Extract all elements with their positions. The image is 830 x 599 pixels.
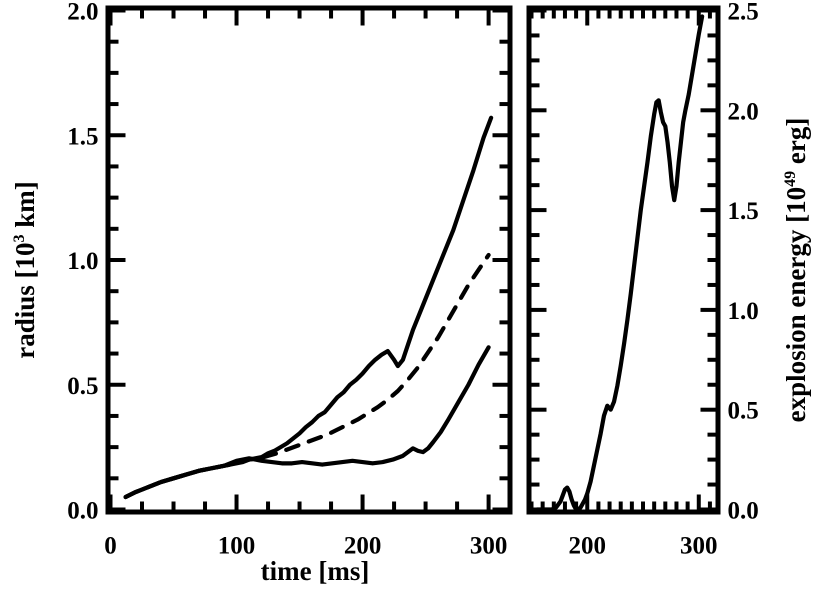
left-ytick-label: 0.0 xyxy=(67,498,98,525)
right-xtick-label: 200 xyxy=(569,533,607,560)
right-ytick-label: 0.0 xyxy=(728,498,759,525)
right-ytick-label: 2.5 xyxy=(728,0,759,26)
right-ytick-label: 2.0 xyxy=(728,98,759,125)
left-xtick-label: 300 xyxy=(470,533,508,560)
left-ytick-label: 1.0 xyxy=(67,248,98,275)
right-panel-tick-labels: 0.0 0.5 1.0 1.5 2.0 2.5 200 300 xyxy=(569,0,759,560)
left-panel-xaxis-title: time [ms] xyxy=(261,556,370,586)
right-panel: 0.0 0.5 1.0 1.5 2.0 2.5 200 300 explosion energ… xyxy=(526,0,811,560)
right-panel-yaxis-title: explosion energy [1049 erg] xyxy=(781,118,811,423)
curve-minimum-shock-radius xyxy=(123,345,491,500)
left-panel-curves xyxy=(123,115,494,500)
left-xtick-label: 200 xyxy=(344,533,382,560)
left-xtick-label: 0 xyxy=(104,533,117,560)
left-ytick-label: 2.0 xyxy=(67,0,98,26)
left-panel-frame xyxy=(105,5,513,515)
left-panel-yaxis-title: radius [103 km] xyxy=(10,181,40,359)
right-xtick-label: 300 xyxy=(680,533,718,560)
right-panel-frame xyxy=(526,5,721,515)
left-ytick-label: 0.5 xyxy=(67,373,98,400)
right-ytick-label: 0.5 xyxy=(728,398,759,425)
left-ytick-label: 1.5 xyxy=(67,123,98,150)
left-panel-ticks xyxy=(108,8,508,512)
right-panel-curves xyxy=(534,14,705,512)
curve-explosion-energy xyxy=(534,14,705,512)
right-ytick-label: 1.0 xyxy=(728,298,759,325)
left-panel: 0.0 0.5 1.0 1.5 2.0 0 100 200 300 time [ms] radi… xyxy=(10,0,513,586)
left-panel-tick-labels: 0.0 0.5 1.0 1.5 2.0 0 100 200 300 xyxy=(67,0,507,560)
right-ytick-label: 1.5 xyxy=(728,198,759,225)
right-panel-ticks xyxy=(529,8,716,512)
left-xtick-label: 100 xyxy=(218,533,256,560)
